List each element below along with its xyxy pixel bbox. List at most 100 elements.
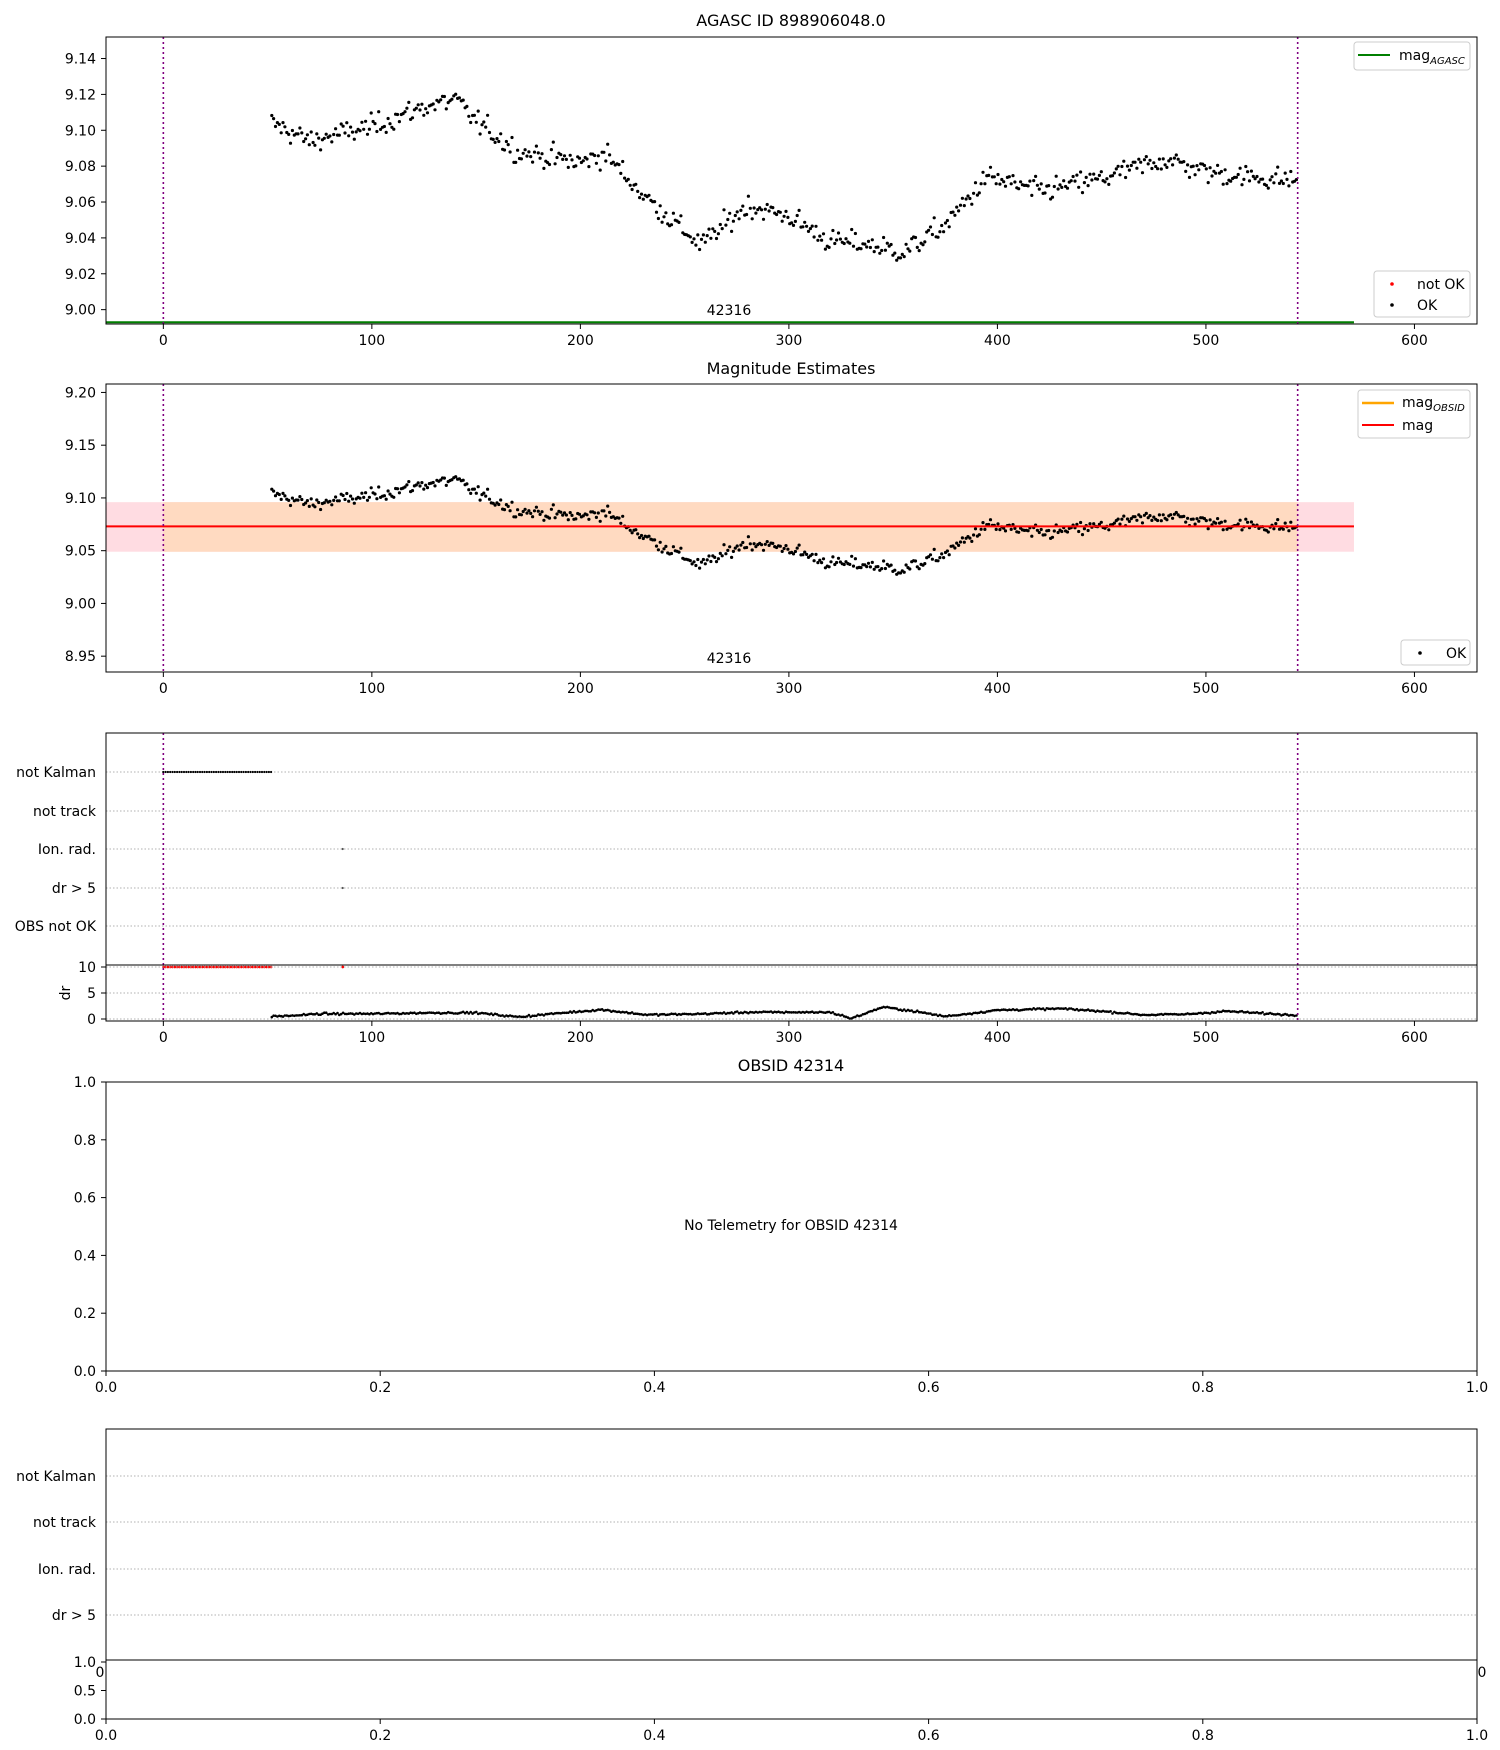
not-kalman-point xyxy=(249,770,252,774)
ok-point xyxy=(957,543,961,548)
ok-point xyxy=(818,234,822,238)
panel1-obsid-label: 42316 xyxy=(707,303,752,319)
ok-point xyxy=(482,120,486,124)
ok-point xyxy=(296,132,300,136)
dr-point xyxy=(544,1012,548,1016)
ok-point xyxy=(621,514,625,518)
not-kalman-point xyxy=(260,770,264,774)
ok-point xyxy=(444,483,448,487)
dr-point xyxy=(717,1012,720,1015)
ok-point xyxy=(529,511,533,515)
panel1-y-tick-label: 9.04 xyxy=(65,231,96,247)
ok-point xyxy=(656,216,661,221)
ok-point xyxy=(397,491,401,495)
dr-point xyxy=(934,1013,938,1016)
ok-point xyxy=(454,475,458,479)
ok-point xyxy=(309,130,313,134)
dr-point xyxy=(1120,1012,1124,1015)
panel2-legend-bottom: OK xyxy=(1400,639,1471,666)
ok-point xyxy=(345,121,349,125)
ok-point xyxy=(472,487,476,491)
ok-point xyxy=(692,237,696,241)
ok-point xyxy=(829,237,833,241)
ok-point xyxy=(1272,181,1276,185)
ok-point xyxy=(968,536,972,540)
ok-point xyxy=(273,494,278,498)
ok-point xyxy=(313,143,317,147)
panel2-y-tick-label: 9.15 xyxy=(65,438,96,454)
not-ok-point xyxy=(201,965,204,969)
dr-point xyxy=(1145,1013,1148,1017)
ok-point xyxy=(983,527,987,532)
ok-point xyxy=(1060,529,1064,534)
ok-point xyxy=(407,480,411,484)
ok-point xyxy=(733,213,737,218)
panel3-x-tick-label: 400 xyxy=(984,1030,1011,1046)
not-kalman-point xyxy=(187,770,190,774)
dr-point xyxy=(1265,1012,1268,1016)
ok-point xyxy=(996,522,1000,526)
ok-point xyxy=(602,509,606,513)
dr-point xyxy=(465,1010,469,1014)
dr-point xyxy=(904,1009,908,1013)
ok-point xyxy=(568,153,572,157)
ok-point xyxy=(487,497,492,501)
dr-point xyxy=(1146,1013,1150,1017)
ok-point xyxy=(1287,529,1291,533)
ok-point xyxy=(568,510,572,515)
ok-point xyxy=(737,548,741,552)
panel2-x-tick-label: 600 xyxy=(1401,681,1428,697)
dr-point xyxy=(1086,1008,1090,1011)
ok-point xyxy=(803,220,807,224)
not-ok-point xyxy=(214,965,218,969)
ok-point xyxy=(1148,158,1152,162)
ok-point xyxy=(936,235,940,239)
dr-point xyxy=(1231,1010,1234,1013)
ok-point xyxy=(480,123,484,127)
panel4-frame xyxy=(105,1081,1478,1372)
ok-point xyxy=(585,157,589,161)
ok-point xyxy=(713,229,717,233)
ok-point xyxy=(722,208,726,212)
ok-point xyxy=(1152,161,1156,165)
ok-point xyxy=(866,561,871,565)
ok-point xyxy=(514,515,518,519)
ok-point xyxy=(491,137,495,141)
ok-point xyxy=(1182,160,1186,164)
not-ok-point xyxy=(173,965,177,969)
ok-point xyxy=(296,498,300,502)
ok-point xyxy=(531,160,535,164)
ok-point xyxy=(898,256,903,260)
not-kalman-point xyxy=(221,770,225,774)
ok-point xyxy=(889,563,893,567)
ok-point xyxy=(431,102,435,106)
ok-point xyxy=(577,156,582,160)
ok-point xyxy=(281,491,285,495)
not-kalman-point xyxy=(198,770,202,774)
ok-point xyxy=(998,528,1002,532)
panel1-x-tick-label: 500 xyxy=(1193,333,1220,349)
ok-point xyxy=(553,516,557,520)
ok-point xyxy=(420,481,424,485)
dr-point xyxy=(1030,1008,1034,1011)
panel2-obsid-label: 42316 xyxy=(707,651,752,667)
ok-point xyxy=(775,212,779,217)
ok-point xyxy=(1028,179,1032,183)
ok-point xyxy=(1129,163,1133,168)
ok-point xyxy=(790,221,794,225)
ok-point xyxy=(803,550,807,554)
dr-point xyxy=(328,1012,332,1016)
dr-point xyxy=(741,1011,745,1015)
ok-point xyxy=(791,552,796,556)
ok-point xyxy=(904,563,908,567)
ok-point xyxy=(1216,163,1220,167)
ok-point xyxy=(1279,179,1283,183)
panel3-dr-axis: dr 0 5 10 xyxy=(58,960,106,1028)
dr-point xyxy=(1109,1010,1112,1013)
ok-point xyxy=(771,206,775,210)
ok-point xyxy=(410,489,415,493)
ok-point xyxy=(748,542,752,546)
ok-point xyxy=(425,486,430,490)
dr-point xyxy=(1257,1011,1261,1015)
ok-point xyxy=(658,540,662,544)
